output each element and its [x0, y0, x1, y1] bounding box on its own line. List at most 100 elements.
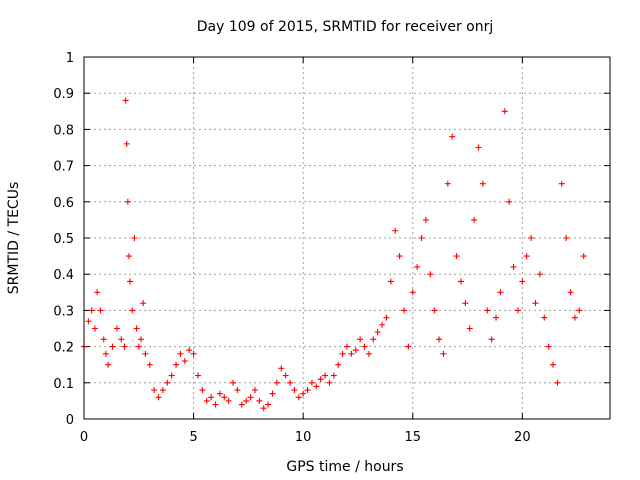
data-point: [131, 235, 138, 241]
y-tick-label: 0.7: [53, 160, 74, 175]
data-point: [173, 361, 180, 368]
data-point: [453, 253, 460, 260]
data-point: [181, 358, 188, 365]
data-point: [287, 379, 294, 386]
data-point: [125, 253, 132, 260]
data-point: [510, 263, 517, 270]
data-point: [238, 401, 245, 408]
data-point: [479, 180, 486, 187]
data-point: [278, 365, 285, 372]
data-point: [532, 300, 539, 307]
data-point: [558, 180, 565, 187]
data-point: [466, 325, 473, 332]
data-point: [348, 350, 355, 357]
data-point: [457, 278, 464, 285]
data-point-layer: [81, 97, 587, 412]
chart-title: Day 109 of 2015, SRMTID for receiver onr…: [197, 19, 494, 35]
tick-layer: 00.10.20.30.40.50.60.70.80.910 5 10 15 20: [53, 51, 610, 445]
data-point: [392, 227, 399, 234]
data-point: [475, 144, 482, 151]
data-point: [326, 379, 333, 386]
data-point: [506, 198, 513, 205]
data-point: [159, 387, 166, 394]
data-point: [571, 314, 578, 321]
data-point: [256, 397, 263, 404]
data-point: [357, 336, 364, 343]
data-point: [151, 387, 158, 394]
data-point: [365, 350, 372, 357]
x-tick-label: 20: [514, 430, 531, 445]
data-point: [133, 325, 140, 332]
data-point: [127, 278, 134, 285]
data-point: [335, 361, 342, 368]
data-point: [418, 235, 425, 241]
data-point: [251, 387, 258, 394]
data-point: [396, 253, 403, 260]
data-point: [497, 289, 504, 296]
data-point: [146, 361, 153, 368]
y-tick-label: 0: [66, 413, 74, 428]
data-point: [85, 318, 92, 325]
y-tick-label: 0.9: [53, 87, 74, 102]
data-point: [493, 314, 500, 321]
data-point: [122, 97, 129, 104]
data-point: [109, 343, 116, 350]
data-point: [427, 271, 434, 278]
data-point: [449, 133, 456, 140]
data-point: [484, 307, 491, 314]
data-point: [234, 387, 241, 394]
data-point: [541, 314, 548, 321]
data-point: [313, 383, 320, 390]
data-point: [142, 350, 149, 357]
data-point: [300, 390, 307, 397]
data-point: [387, 278, 394, 285]
data-point: [243, 397, 250, 404]
data-point: [440, 350, 447, 357]
data-point: [317, 376, 324, 383]
x-tick-label: 0: [80, 430, 88, 445]
data-point: [436, 336, 443, 343]
data-point: [339, 350, 346, 357]
data-point: [168, 372, 175, 379]
data-point: [164, 379, 171, 386]
data-point: [576, 307, 583, 314]
data-point: [208, 394, 215, 401]
data-point: [550, 361, 557, 368]
data-point: [269, 390, 276, 397]
y-tick-label: 0.5: [53, 232, 74, 247]
data-point: [140, 300, 147, 307]
y-tick-label: 0.1: [53, 377, 74, 392]
data-point: [488, 336, 495, 343]
plot-frame: [83, 56, 611, 420]
data-point: [580, 253, 587, 260]
data-point: [118, 336, 125, 343]
data-point: [186, 347, 193, 354]
y-tick-label: 0.2: [53, 341, 74, 356]
data-point: [352, 347, 359, 354]
data-point: [400, 307, 407, 314]
data-point: [121, 343, 128, 350]
data-point: [216, 390, 223, 397]
data-point: [88, 307, 95, 314]
data-point: [190, 350, 197, 357]
data-point: [523, 253, 530, 260]
data-point: [91, 325, 98, 332]
data-point: [265, 401, 272, 408]
y-tick-label: 0.3: [53, 304, 74, 319]
data-point: [221, 394, 228, 401]
data-point: [113, 325, 120, 332]
data-point: [528, 235, 535, 241]
y-tick-label: 0.6: [53, 196, 74, 211]
y-tick-label: 0.8: [53, 123, 74, 138]
data-point: [308, 379, 315, 386]
data-point: [501, 108, 508, 115]
data-point: [344, 343, 350, 350]
data-point: [105, 361, 112, 368]
data-point: [247, 394, 254, 401]
data-point: [212, 401, 219, 408]
data-point: [194, 372, 201, 379]
data-point: [383, 314, 390, 321]
data-point: [422, 216, 429, 223]
data-point: [155, 394, 162, 401]
